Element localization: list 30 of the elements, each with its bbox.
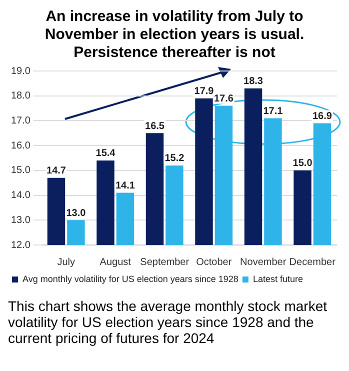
data-label: 18.3 [244, 76, 264, 88]
data-label: 13.0 [66, 208, 86, 219]
y-tick-label: 13.0 [10, 214, 31, 226]
data-label: 15.0 [292, 158, 313, 170]
y-tick-label: 12.0 [10, 240, 31, 251]
data-label: 15.2 [164, 153, 185, 164]
x-tick-label: July [57, 256, 75, 268]
x-tick-label: September [140, 256, 190, 268]
chart-title: An increase in volatility from July to November in election years is usual. Persistence thereafter is not [44, 8, 306, 62]
data-label: 16.5 [145, 120, 165, 132]
data-label: 17.9 [194, 86, 214, 98]
y-tick-label: 14.0 [10, 190, 31, 202]
y-tick-label: 16.0 [10, 140, 31, 152]
x-tick-label: August [100, 256, 132, 268]
x-tick-label: December [289, 256, 336, 268]
data-label: 15.4 [96, 148, 116, 160]
y-tick-label: 19.0 [10, 66, 31, 77]
text: This chart shows the average monthly stock market volatility for US election years since 1928 and the current pricing of futures for 2024 [8, 298, 328, 346]
legend-label: Avg monthly volatility for US election years since 1928 [22, 274, 238, 284]
y-tick-label: 17.0 [10, 115, 31, 126]
x-tick-label: October [196, 256, 232, 268]
data-label: 14.7 [46, 166, 66, 177]
y-tick-label: 15.0 [10, 165, 31, 176]
y-tick-label: 18.0 [10, 90, 31, 102]
x-tick-label: November [240, 256, 287, 268]
legend-label: Latest future [252, 274, 303, 284]
data-label: 14.1 [115, 180, 136, 192]
data-label: 17.1 [263, 106, 284, 117]
data-label: 16.9 [312, 110, 332, 122]
data-label: 17.6 [214, 94, 234, 105]
